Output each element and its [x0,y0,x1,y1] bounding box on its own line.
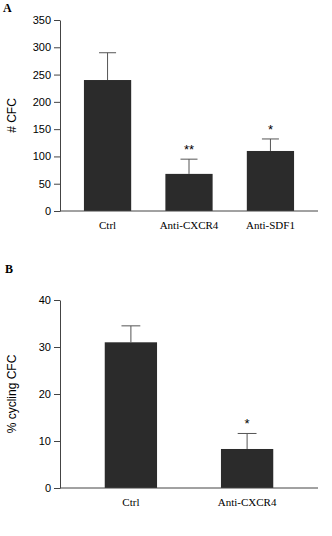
bar [247,151,294,211]
tick-mark [54,102,60,103]
error-stem [189,159,190,174]
error-stem [247,433,248,449]
error-cap [121,325,140,326]
tick-label: 10 [39,435,51,447]
error-bar [99,53,116,80]
y-axis: 0 50 100 150 200 250 300 350 [33,14,61,217]
y-tick: 350 [33,14,60,26]
tick-label: 150 [33,123,51,135]
y-tick: 100 [33,150,60,162]
error-stem [130,326,131,342]
error-bar [180,159,197,174]
significance-label: * [268,122,273,137]
tick-mark [54,441,60,442]
tick-mark [54,75,60,76]
bar [165,174,212,211]
error-cap [99,52,116,53]
axis-line [60,488,318,489]
x-axis: Ctrl Anti-CXCR4 [60,488,318,508]
y-tick: 300 [33,41,60,53]
tick-label: 0 [45,482,51,494]
tick-label: 300 [33,41,51,53]
tick-label: 30 [39,341,51,353]
error-cap [262,138,279,139]
plot-marks [84,53,294,211]
y-tick: 10 [39,435,60,447]
chart-panel: * 0 10 20 30 40 Ctrl Anti-CXCR4 % cycling CFC B [5,262,318,508]
x-tick: Anti-SDF1 [246,211,295,231]
tick-label: 350 [33,14,51,26]
panel-title: A [3,1,12,15]
tick-mark [54,211,60,212]
tick-label: 20 [39,388,51,400]
tick-mark [54,347,60,348]
category-label: Anti-CXCR4 [218,496,277,508]
tick-mark [54,300,60,301]
y-tick: 40 [39,294,60,306]
category-label: Ctrl [122,496,139,508]
tick-mark [54,47,60,48]
y-tick: 250 [33,69,60,81]
tick-mark [54,129,60,130]
category-label: Ctrl [99,219,116,231]
bar [105,342,157,488]
tick-mark [54,488,60,489]
y-tick: 150 [33,123,60,135]
figure: ***050100150200250300350CtrlAnti-CXCR4An… [0,0,332,536]
tick-label: 50 [39,178,51,190]
significance-label: * [245,416,250,431]
bar [84,80,131,211]
tick-label: 0 [45,205,51,217]
axis-line [60,21,61,212]
error-stem [270,139,271,151]
tick-label: 200 [33,96,51,108]
error-bar [238,433,257,449]
error-cap [180,159,197,160]
x-tick: Ctrl [99,211,116,231]
tick-mark [54,20,60,21]
tick-label: 250 [33,69,51,81]
plot-marks [105,326,274,488]
axis-line [60,211,318,212]
y-tick: 0 [45,205,60,217]
y-tick: 50 [39,178,60,190]
y-tick: 30 [39,341,60,353]
error-stem [107,53,108,80]
category-label: Anti-SDF1 [246,219,295,231]
x-tick: Anti-CXCR4 [160,211,219,231]
significance-label: ** [184,142,194,157]
category-label: Anti-CXCR4 [160,219,219,231]
y-tick: 0 [45,482,60,494]
y-tick: 200 [33,96,60,108]
error-bar [262,139,279,151]
error-bar [121,326,140,342]
y-axis-title: # CFC [5,98,19,133]
tick-label: 40 [39,294,51,306]
x-axis: Ctrl Anti-CXCR4 Anti-SDF1 [60,211,318,231]
chart-panel: ***050100150200250300350CtrlAnti-CXCR4An… [3,1,318,231]
tick-label: 100 [33,150,51,162]
tick-mark [54,184,60,185]
y-axis-title: % cycling CFC [5,354,19,433]
x-tick: Anti-CXCR4 [218,488,277,508]
tick-mark [54,394,60,395]
bar [221,449,273,488]
y-axis: 0 10 20 30 40 [39,294,61,494]
y-tick: 20 [39,388,60,400]
error-cap [238,433,257,434]
tick-mark [54,156,60,157]
x-tick: Ctrl [122,488,139,508]
panel-title: B [5,262,13,276]
axis-line [60,301,61,489]
